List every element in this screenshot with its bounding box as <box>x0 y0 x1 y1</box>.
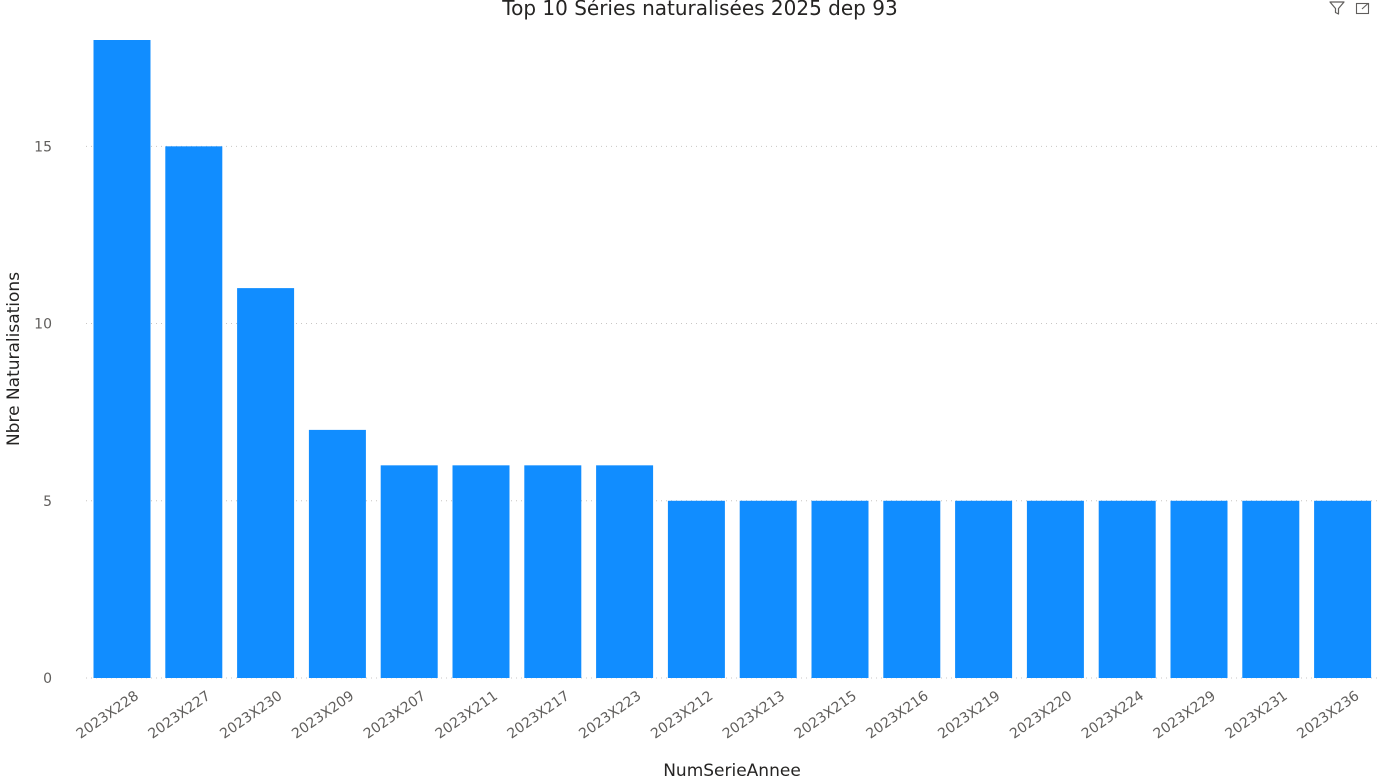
bar-2023X216[interactable] <box>883 500 941 678</box>
bar-2023X219[interactable] <box>955 500 1013 678</box>
y-axis-title: Nbre Naturalisations <box>4 272 24 446</box>
y-tick-label: 15 <box>34 139 52 155</box>
x-tick-label: 2023X216 <box>863 688 931 742</box>
x-tick-label: 2023X217 <box>504 688 572 742</box>
bar-2023X220[interactable] <box>1026 500 1084 678</box>
x-tick-label: 2023X212 <box>648 688 716 742</box>
x-tick-label: 2023X213 <box>720 688 788 742</box>
x-tick-label: 2023X230 <box>217 688 285 742</box>
bar-2023X227[interactable] <box>165 146 223 679</box>
x-axis-title: NumSerieAnnee <box>663 761 801 778</box>
x-tick-label: 2023X220 <box>1007 688 1075 742</box>
bar-2023X212[interactable] <box>667 500 725 678</box>
x-tick-label: 2023X223 <box>576 688 644 742</box>
bar-2023X217[interactable] <box>524 465 582 678</box>
x-tick-label: 2023X228 <box>74 688 142 742</box>
x-tick-label: 2023X236 <box>1294 688 1362 742</box>
x-axis-ticks: 2023X228 2023X227 2023X230 2023X209 2023X207… <box>74 688 1363 742</box>
x-tick-label: 2023X227 <box>145 688 213 742</box>
x-tick-label: 2023X231 <box>1222 688 1290 742</box>
x-tick-label: 2023X224 <box>1079 688 1147 742</box>
x-tick-label: 2023X215 <box>792 688 860 742</box>
x-tick-label: 2023X229 <box>1151 688 1219 742</box>
y-tick-label: 5 <box>43 494 52 510</box>
filter-icon[interactable] <box>1328 0 1346 16</box>
bar-2023X213[interactable] <box>739 500 797 678</box>
bar-2023X230[interactable] <box>237 288 295 678</box>
bar-2023X207[interactable] <box>380 465 438 678</box>
chart-title: Top 10 Séries naturalisées 2025 dep 93 <box>502 0 898 20</box>
bars <box>93 40 1372 679</box>
y-tick-label: 10 <box>34 317 52 333</box>
bar-2023X229[interactable] <box>1170 500 1228 678</box>
x-tick-label: 2023X219 <box>935 688 1003 742</box>
focus-mode-icon[interactable] <box>1354 0 1372 16</box>
bar-2023X236[interactable] <box>1314 500 1372 678</box>
bar-2023X211[interactable] <box>452 465 510 678</box>
bar-2023X209[interactable] <box>308 429 366 678</box>
gridlines <box>86 145 1378 679</box>
y-tick-label: 0 <box>43 671 52 687</box>
x-tick-label: 2023X207 <box>361 688 429 742</box>
bar-2023X215[interactable] <box>811 500 869 678</box>
y-axis-ticks: 0 5 10 15 <box>34 139 52 687</box>
bar-2023X224[interactable] <box>1098 500 1156 678</box>
bar-2023X231[interactable] <box>1242 500 1300 678</box>
x-tick-label: 2023X209 <box>289 688 357 742</box>
bar-2023X228[interactable] <box>93 40 151 678</box>
bar-2023X223[interactable] <box>596 465 654 678</box>
x-tick-label: 2023X211 <box>433 688 501 742</box>
visual-header <box>1328 0 1372 16</box>
